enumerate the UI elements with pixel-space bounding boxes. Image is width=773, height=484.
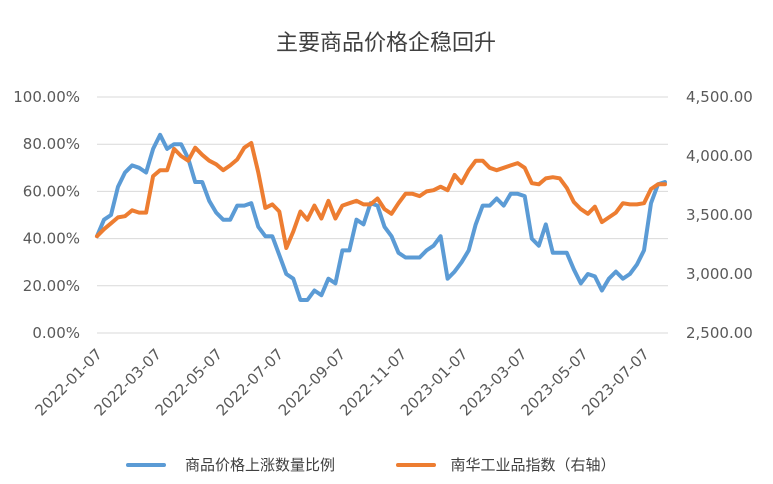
series-layer bbox=[95, 132, 667, 302]
left-tick-label: 80.00% bbox=[23, 135, 80, 153]
left-tick-label: 100.00% bbox=[13, 88, 80, 106]
right-tick-label: 3,500.00 bbox=[686, 206, 753, 224]
legend: 商品价格上涨数量比例 南华工业品指数（右轴） bbox=[126, 456, 616, 474]
chart-title: 主要商品价格企稳回升 bbox=[276, 31, 496, 56]
series-line-1 bbox=[95, 132, 667, 302]
left-tick-label: 40.00% bbox=[23, 230, 80, 248]
right-tick-label: 2,500.00 bbox=[686, 324, 753, 342]
left-tick-label: 20.00% bbox=[23, 277, 80, 295]
right-axis-ticks: 2,500.00 3,000.00 3,500.00 4,000.00 4,500.00 bbox=[686, 88, 753, 342]
gridlines bbox=[97, 96, 668, 287]
x-axis-ticks: 2022-01-072022-03-072022-05-072022-07-07… bbox=[31, 345, 652, 419]
left-axis-ticks: 0.00% 20.00% 40.00% 60.00% 80.00% 100.00% bbox=[13, 88, 80, 342]
legend-label-1: 商品价格上涨数量比例 bbox=[185, 456, 335, 474]
legend-label-2: 南华工业品指数（右轴） bbox=[450, 456, 615, 474]
right-tick-label: 4,000.00 bbox=[686, 147, 753, 165]
right-tick-label: 4,500.00 bbox=[686, 88, 753, 106]
series-line-2 bbox=[95, 141, 667, 250]
left-tick-label: 0.00% bbox=[32, 324, 80, 342]
left-tick-label: 60.00% bbox=[23, 182, 80, 200]
right-tick-label: 3,000.00 bbox=[686, 265, 753, 283]
